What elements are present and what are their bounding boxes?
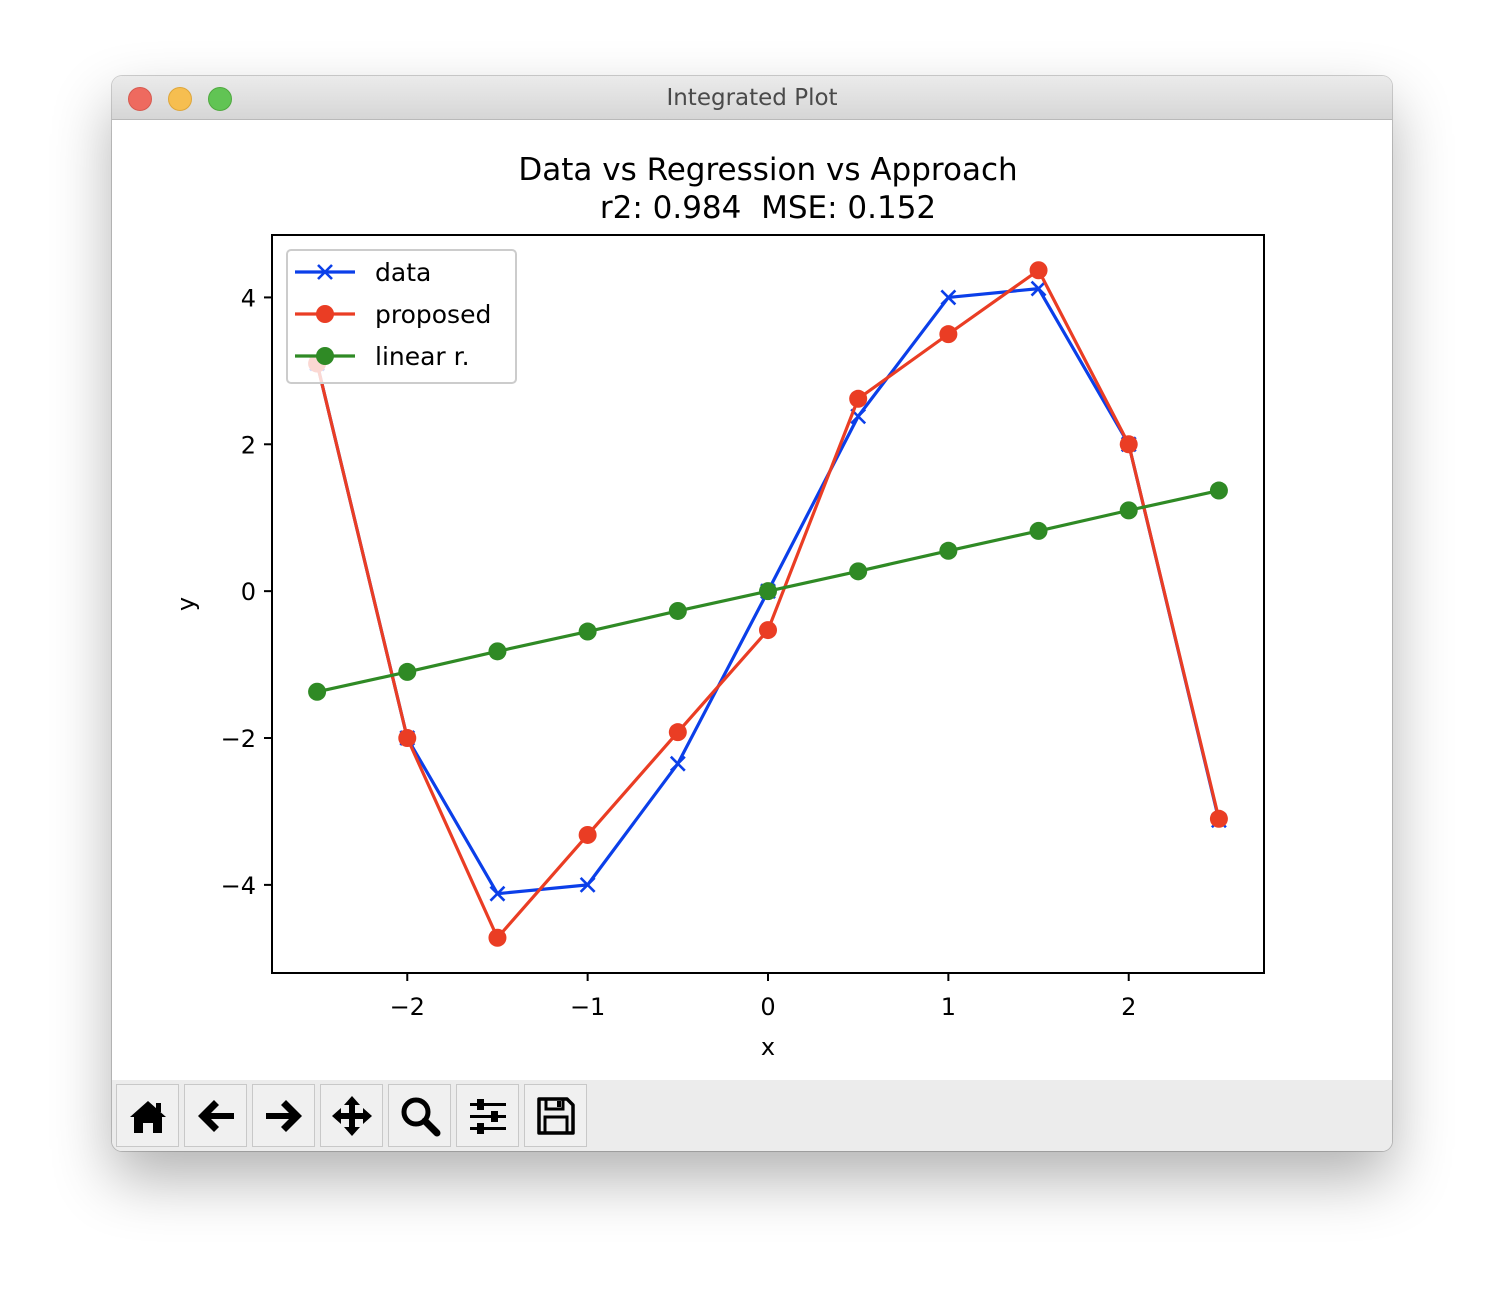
minimize-window-button[interactable]: [168, 87, 192, 111]
legend-marker: [317, 264, 333, 280]
data-point: [1119, 501, 1138, 520]
series-linear-r: [308, 481, 1228, 701]
legend-label: proposed: [375, 300, 491, 329]
y-axis: −4 −2 0 2 4: [221, 284, 272, 900]
arrow-right-icon: [265, 1099, 302, 1132]
move-icon: [331, 1095, 372, 1136]
data-point: [940, 289, 957, 306]
x-tick-label: 0: [760, 993, 775, 1021]
legend: data proposed linear r.: [286, 249, 517, 384]
configure-subplots-button[interactable]: [456, 1084, 519, 1147]
data-point: [489, 885, 506, 902]
arrow-left-icon: [197, 1099, 234, 1132]
y-tick-label: −2: [221, 725, 256, 753]
y-axis-label: y: [172, 597, 200, 611]
data-point: [488, 642, 507, 661]
navigation-toolbar: [112, 1080, 1392, 1151]
data-point: [849, 389, 868, 408]
x-tick-label: −1: [570, 993, 605, 1021]
data-point: [1209, 809, 1228, 828]
data-point: [398, 729, 417, 748]
legend-box: [286, 249, 517, 384]
legend-item: linear r.: [295, 342, 470, 371]
data-point: [1029, 261, 1048, 280]
data-point: [939, 541, 958, 560]
x-tick-label: 1: [941, 993, 956, 1021]
zoom-icon: [401, 1097, 440, 1136]
data-point: [668, 723, 687, 742]
legend-label: linear r.: [375, 342, 470, 371]
legend-marker: [316, 305, 334, 323]
y-tick-label: 2: [241, 431, 256, 459]
plot-window: Integrated Plot Data vs Regression vs Ap…: [112, 76, 1392, 1151]
home-button[interactable]: [116, 1084, 179, 1147]
data-point: [1029, 521, 1048, 540]
y-tick-label: 4: [241, 284, 256, 312]
line-chart: Data vs Regression vs Approach r2: 0.984…: [172, 152, 1265, 1061]
back-button[interactable]: [184, 1084, 247, 1147]
data-point: [939, 325, 958, 344]
legend-item: data: [295, 258, 431, 287]
x-tick-label: −2: [390, 993, 425, 1021]
data-point: [488, 928, 507, 947]
data-point: [398, 662, 417, 681]
data-point: [849, 562, 868, 581]
pan-button[interactable]: [320, 1084, 383, 1147]
data-point: [308, 682, 327, 701]
x-axis-label: x: [761, 1033, 775, 1061]
data-point: [759, 621, 777, 640]
sliders-icon: [469, 1098, 506, 1134]
figure-canvas[interactable]: Data vs Regression vs Approach r2: 0.984…: [112, 120, 1392, 1080]
save-icon: [536, 1096, 575, 1135]
series-layer: [308, 261, 1228, 947]
data-point: [669, 755, 686, 772]
data-point: [759, 582, 777, 601]
data-point: [579, 876, 596, 893]
data-point: [1030, 280, 1047, 297]
maximize-window-button[interactable]: [208, 87, 232, 111]
data-point: [1209, 481, 1228, 500]
home-icon: [129, 1100, 166, 1133]
save-button[interactable]: [524, 1084, 587, 1147]
legend-item: proposed: [295, 300, 491, 329]
data-point: [578, 825, 597, 844]
x-axis: −2 −1 0 1 2: [390, 973, 1136, 1021]
data-point: [578, 622, 597, 641]
forward-button[interactable]: [252, 1084, 315, 1147]
legend-marker: [316, 347, 334, 365]
zoom-button[interactable]: [388, 1084, 451, 1147]
window-title: Integrated Plot: [666, 85, 838, 111]
y-tick-label: −4: [221, 872, 256, 900]
x-tick-label: 2: [1121, 993, 1136, 1021]
y-tick-label: 0: [241, 578, 256, 606]
data-point: [1119, 435, 1138, 454]
title-bar: Integrated Plot: [112, 76, 1392, 120]
data-point: [668, 601, 687, 620]
chart-subtitle: r2: 0.984 MSE: 0.152: [600, 190, 936, 226]
legend-label: data: [375, 258, 431, 287]
close-window-button[interactable]: [128, 87, 152, 111]
chart-title: Data vs Regression vs Approach: [518, 152, 1017, 188]
